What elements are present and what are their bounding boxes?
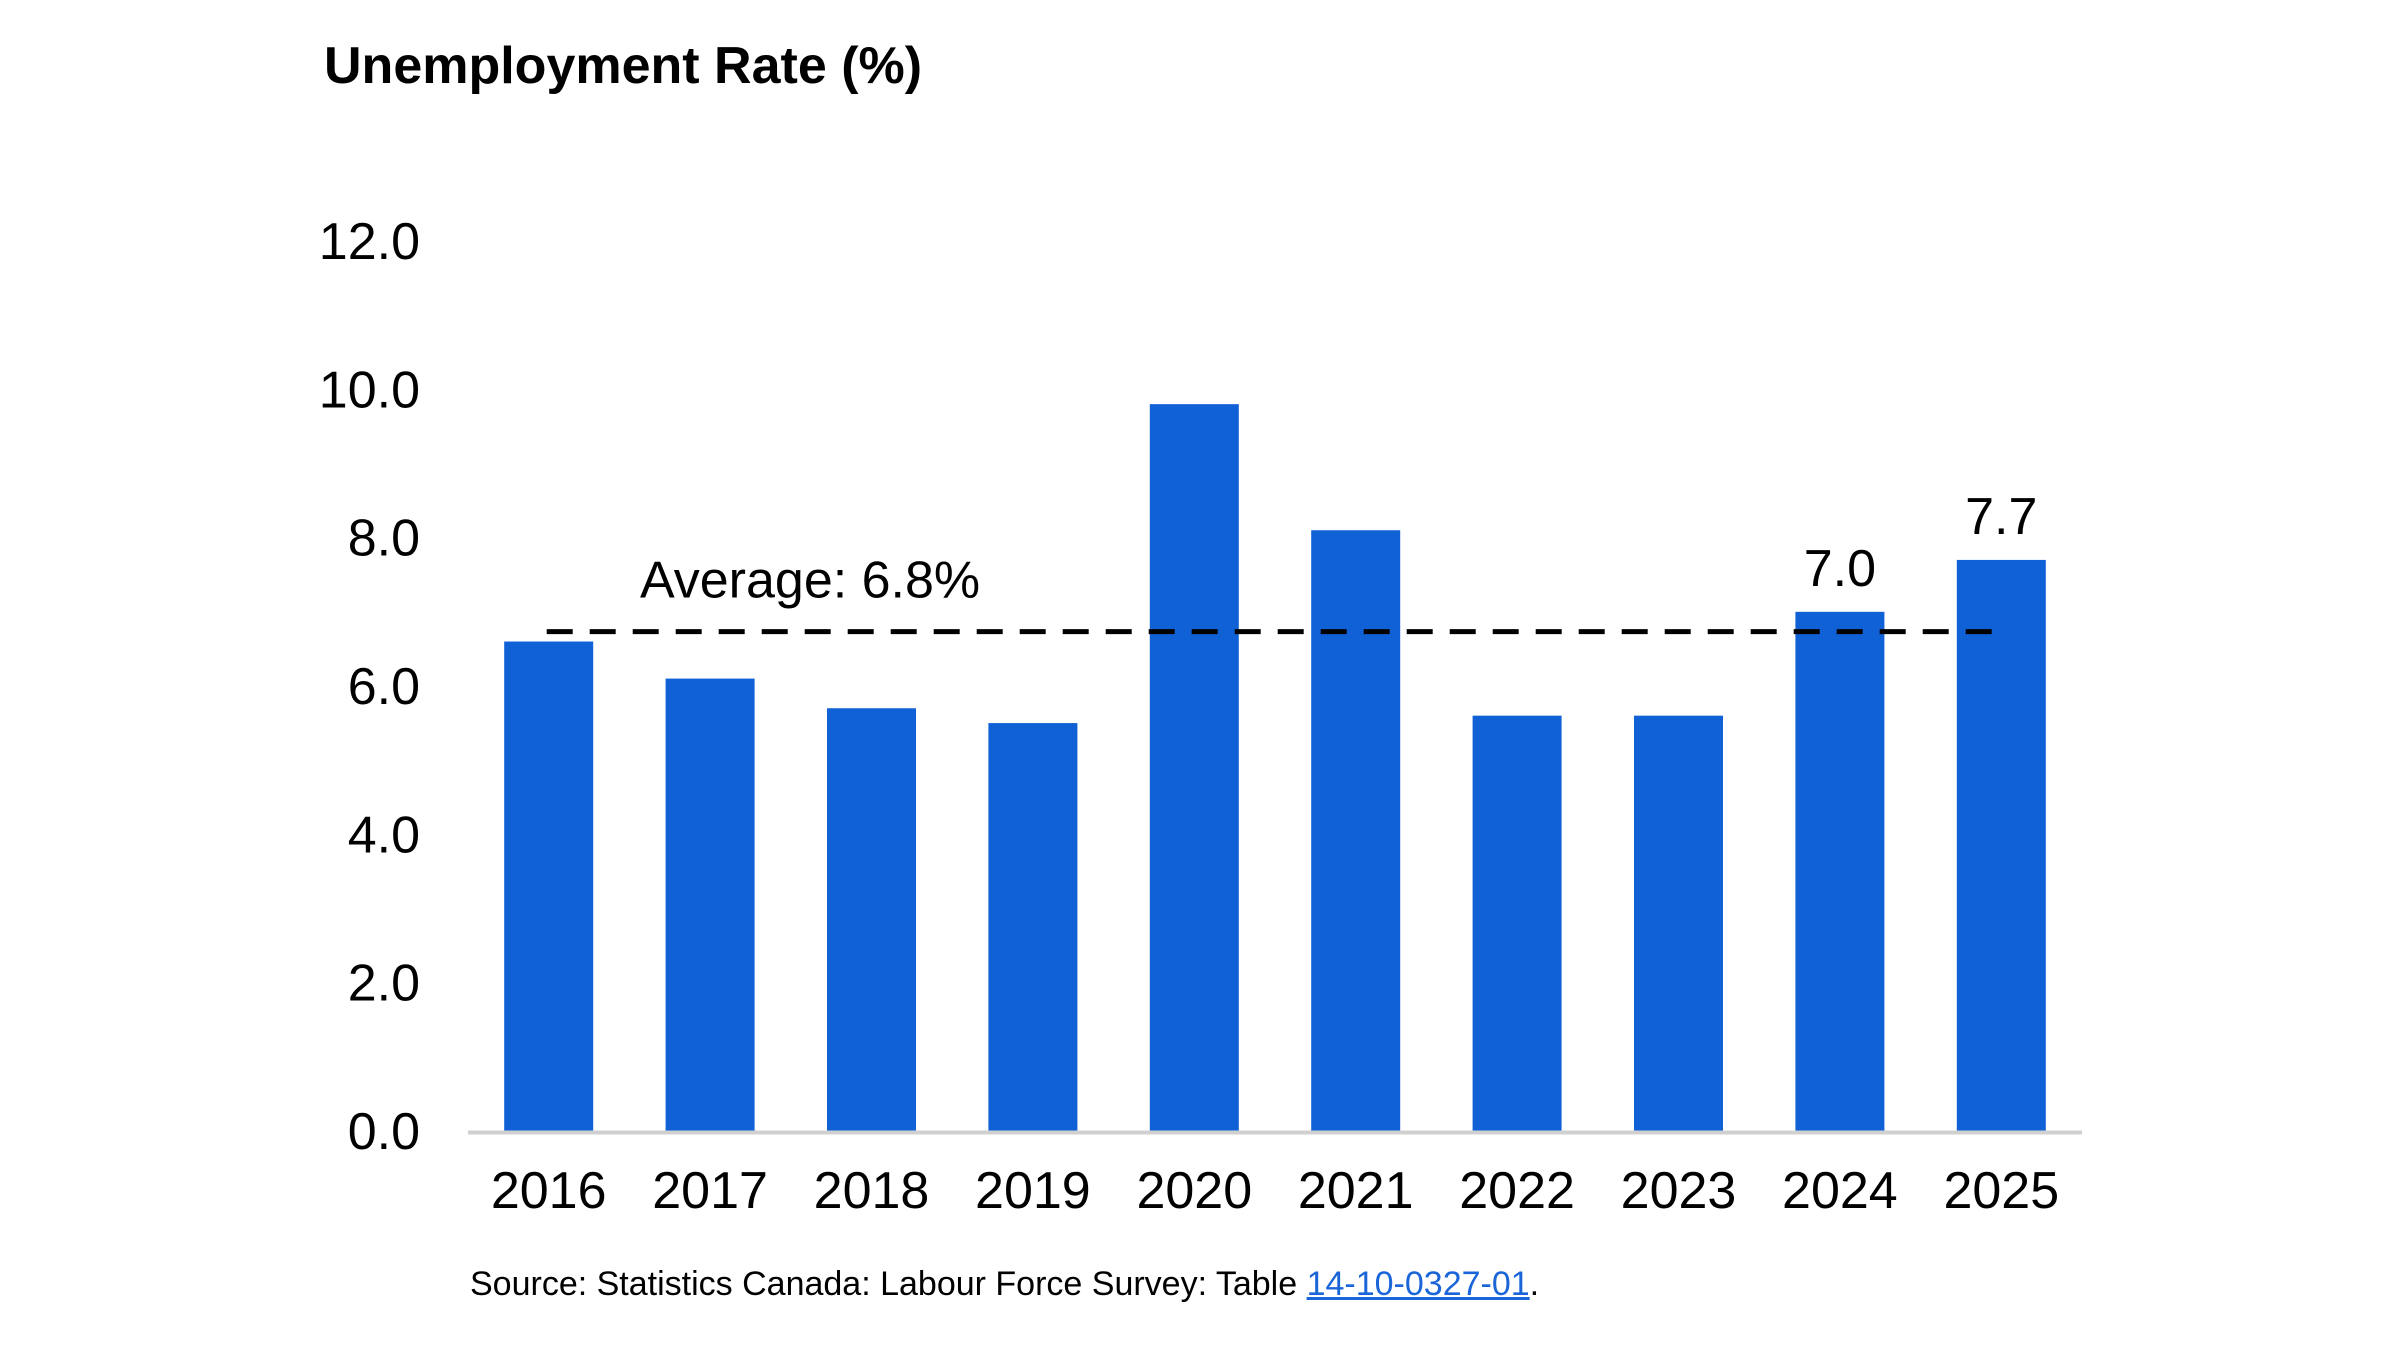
x-tick-label: 2019 xyxy=(975,1162,1091,1220)
bar-2019 xyxy=(988,723,1078,1131)
bar-2016 xyxy=(504,641,594,1131)
y-tick-label: 12.0 xyxy=(319,213,420,271)
source-table-link[interactable]: 14-10-0327-01 xyxy=(1306,1265,1530,1303)
y-tick-label: 10.0 xyxy=(319,361,420,419)
x-tick-label: 2017 xyxy=(652,1162,768,1220)
y-tick-label: 0.0 xyxy=(348,1103,420,1161)
y-tick-label: 2.0 xyxy=(348,955,420,1013)
x-tick-label: 2024 xyxy=(1782,1162,1898,1220)
source-suffix: . xyxy=(1529,1265,1540,1303)
source-note: Source: Statistics Canada: Labour Force … xyxy=(470,1262,1539,1306)
bar-2018 xyxy=(827,708,916,1131)
x-tick-label: 2022 xyxy=(1459,1162,1575,1220)
bar-2020 xyxy=(1149,404,1239,1132)
bar-2021 xyxy=(1311,530,1401,1131)
y-tick-label: 4.0 xyxy=(348,806,420,864)
bar-2024 xyxy=(1795,611,1885,1131)
x-tick-label: 2016 xyxy=(491,1162,607,1220)
average-label: Average: 6.8% xyxy=(640,552,980,610)
bar-2023 xyxy=(1634,715,1723,1131)
data-label-2025: 7.7 xyxy=(1965,488,2037,546)
x-tick-label: 2023 xyxy=(1621,1162,1737,1220)
chart-title: Unemployment Rate (%) xyxy=(324,37,923,95)
bar-2017 xyxy=(665,678,755,1131)
y-tick-label: 6.0 xyxy=(348,658,420,716)
source-prefix: Source: Statistics Canada: Labour Force … xyxy=(470,1265,1307,1303)
x-tick-label: 2025 xyxy=(1943,1162,2059,1220)
data-label-2024: 7.0 xyxy=(1804,540,1876,598)
bar-2022 xyxy=(1472,715,1562,1131)
x-tick-label: 2018 xyxy=(814,1162,930,1220)
y-tick-label: 8.0 xyxy=(348,510,420,568)
x-tick-label: 2021 xyxy=(1298,1162,1414,1220)
bar-2025 xyxy=(1956,559,2046,1131)
x-tick-label: 2020 xyxy=(1136,1162,1252,1220)
